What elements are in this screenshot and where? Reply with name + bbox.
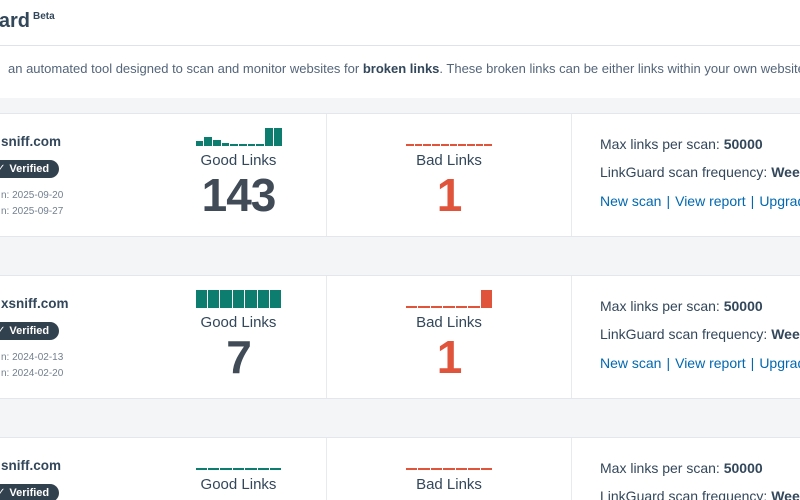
next-scan-date: n: 2024-02-20	[1, 368, 64, 379]
bad-links-label: Bad Links	[416, 476, 482, 493]
site-info-column: sniff.com ✓Verified	[0, 438, 151, 500]
max-links-line: Max links per scan: 50000	[600, 460, 763, 476]
good-links-label: Good Links	[200, 152, 277, 169]
site-info-column: sniff.com ✓Verified n: 2025-09-20 n: 202…	[0, 114, 151, 236]
max-links-value: 50000	[723, 460, 763, 476]
bad-links-label: Bad Links	[416, 314, 482, 331]
separator: |	[750, 355, 755, 371]
verified-badge: ✓Verified	[0, 160, 60, 178]
frequency-value: Weekly	[771, 326, 800, 342]
frequency-value: Weekly	[771, 488, 800, 500]
good-links-column: Good Links 143	[151, 114, 326, 236]
scan-settings-column: Max links per scan: 50000 LinkGuard scan…	[571, 114, 800, 236]
description-pre: an automated tool designed to scan and m…	[8, 61, 363, 76]
tool-description: an automated tool designed to scan and m…	[0, 46, 800, 98]
separator: |	[666, 355, 671, 371]
max-links-line: Max links per scan: 50000	[600, 298, 763, 314]
site-card: xsniff.com ✓Verified n: 2024-02-13 n: 20…	[0, 275, 800, 399]
bad-links-sparkline	[406, 452, 492, 470]
bad-links-count: 1	[436, 331, 463, 383]
frequency-value: Weekly	[771, 164, 800, 180]
frequency-line: LinkGuard scan frequency: Weekly	[600, 158, 800, 186]
new-scan-link[interactable]: New scan	[600, 355, 662, 371]
check-icon: ✓	[0, 326, 5, 336]
bad-links-sparkline	[406, 290, 492, 308]
view-report-link[interactable]: View report	[675, 193, 746, 209]
beta-badge: Beta	[33, 11, 55, 23]
bad-links-label: Bad Links	[416, 152, 482, 169]
site-card: sniff.com ✓Verified Good Links 0 Bad Lin…	[0, 437, 800, 500]
separator: |	[666, 193, 671, 209]
max-links-line: Max links per scan: 50000	[600, 136, 763, 152]
max-links-value: 50000	[723, 298, 763, 314]
description-post: . These broken links can be either links…	[439, 61, 800, 76]
frequency-line: LinkGuard scan frequency: Weekly	[600, 320, 800, 348]
scan-dates: n: 2024-02-13 n: 2024-02-20	[1, 350, 151, 382]
page-title: LinkGuardBeta	[0, 10, 55, 33]
new-scan-link[interactable]: New scan	[600, 193, 662, 209]
scan-settings-column: Max links per scan: 50000 LinkGuard scan…	[571, 438, 800, 500]
upgrade-link[interactable]: Upgrade	[759, 355, 800, 371]
bad-links-column: Bad Links 0	[326, 438, 571, 500]
good-links-sparkline	[195, 290, 282, 308]
max-links-value: 50000	[723, 136, 763, 152]
card-actions: New scan|View report|Upgrade	[600, 187, 800, 215]
separator: |	[750, 193, 755, 209]
site-domain: sniff.com	[1, 134, 62, 149]
bad-links-count: 0	[327, 495, 571, 500]
site-domain: sniff.com	[1, 458, 62, 473]
bad-links-column: Bad Links 1	[326, 276, 571, 398]
good-links-column: Good Links 7	[151, 276, 326, 398]
bad-links-column: Bad Links 1	[326, 114, 571, 236]
site-info-column: xsniff.com ✓Verified n: 2024-02-13 n: 20…	[0, 276, 151, 398]
good-links-sparkline	[195, 128, 282, 146]
site-card: sniff.com ✓Verified n: 2025-09-20 n: 202…	[0, 113, 800, 237]
good-links-column: Good Links 0	[151, 438, 326, 500]
good-links-sparkline	[195, 452, 282, 470]
verified-badge: ✓Verified	[0, 322, 60, 340]
site-domain: xsniff.com	[1, 296, 69, 311]
description-bold: broken links	[362, 61, 440, 76]
view-report-link[interactable]: View report	[675, 355, 746, 371]
good-links-count: 7	[226, 331, 252, 383]
app-name: LinkGuard	[0, 10, 31, 32]
check-icon: ✓	[0, 164, 5, 174]
last-scan-date: n: 2025-09-20	[1, 190, 64, 201]
frequency-line: LinkGuard scan frequency: Weekly	[600, 482, 800, 500]
good-links-count: 143	[201, 169, 277, 221]
good-links-count: 0	[151, 495, 326, 500]
scan-settings-column: Max links per scan: 50000 LinkGuard scan…	[571, 276, 800, 398]
check-icon: ✓	[0, 488, 5, 498]
upgrade-link[interactable]: Upgrade	[759, 193, 800, 209]
last-scan-date: n: 2024-02-13	[1, 352, 64, 363]
app-header: LinkGuardBeta	[0, 0, 800, 46]
bad-links-count: 1	[436, 169, 463, 221]
good-links-label: Good Links	[200, 314, 277, 331]
next-scan-date: n: 2025-09-27	[1, 206, 64, 217]
good-links-label: Good Links	[200, 476, 277, 493]
cards-list: sniff.com ✓Verified n: 2025-09-20 n: 202…	[0, 98, 800, 500]
verified-badge: ✓Verified	[0, 484, 60, 500]
bad-links-sparkline	[406, 128, 493, 146]
card-actions: New scan|View report|Upgrade	[600, 349, 800, 377]
scan-dates: n: 2025-09-20 n: 2025-09-27	[1, 188, 151, 220]
